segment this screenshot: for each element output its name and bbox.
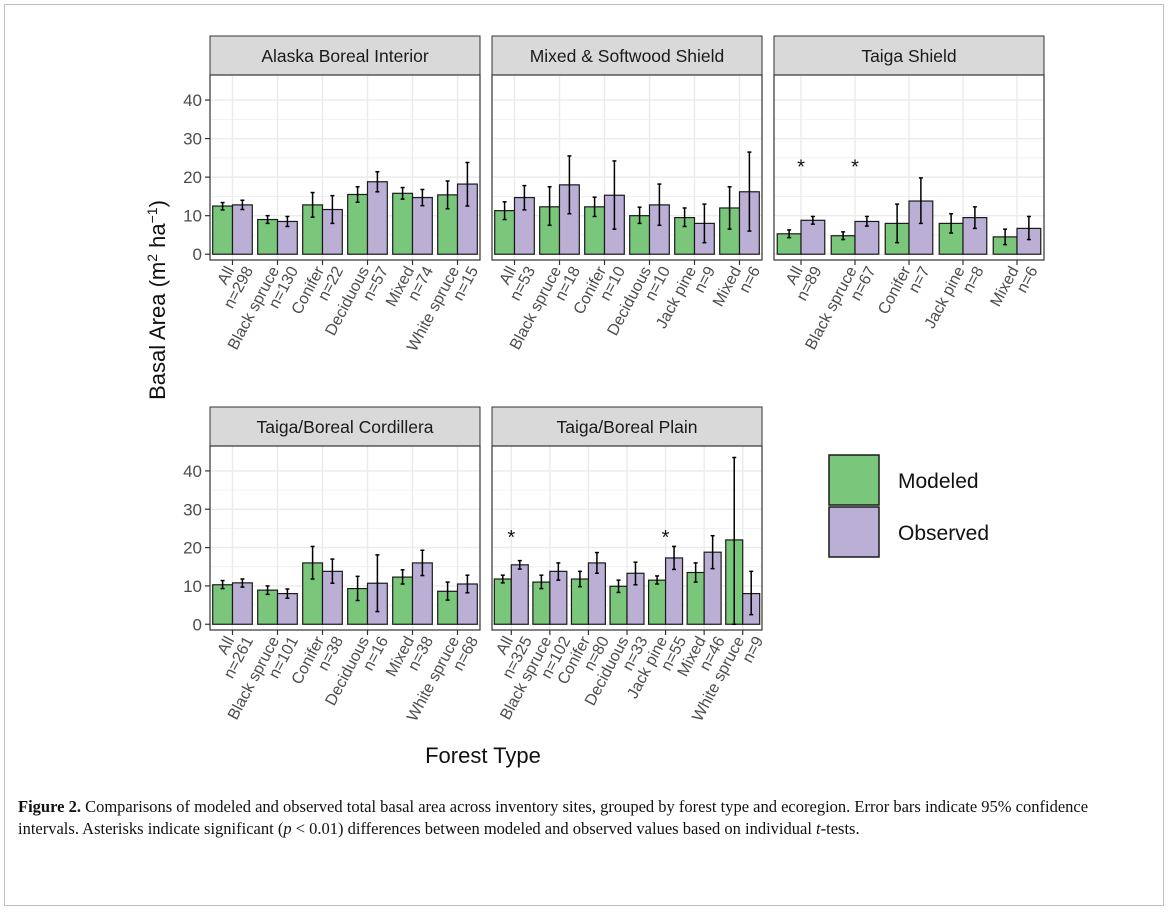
y-tick-label: 10 [183,577,202,596]
bar-observed [231,582,253,625]
facet-strip [773,35,1045,76]
y-tick-label: 40 [183,91,202,110]
facet-strip [209,406,481,447]
bar-modeled [347,193,369,255]
x-tick-label-category: All [215,264,238,288]
significance-asterisk: * [662,527,670,549]
facet-strip-label: Taiga Shield [861,46,956,66]
y-label-end: ) [145,200,170,207]
caption-label: Figure 2. [18,797,81,816]
caption-t: t [816,819,821,838]
y-tick-label: 0 [193,245,202,264]
y-tick-label: 0 [193,615,202,634]
figure-caption: Figure 2. Comparisons of modeled and obs… [18,796,1148,840]
panel-border [209,445,481,631]
significance-asterisk: * [507,527,515,549]
x-axis-label: Forest Type [425,743,541,768]
y-tick-label: 30 [183,130,202,149]
panel-border [491,74,763,261]
y-axis-label: Basal Area (m2 ha−1) [144,200,170,400]
legend-swatch-observed [828,506,880,558]
bar-observed [231,204,253,255]
facet-strip-label: Mixed & Softwood Shield [530,46,725,66]
x-tick-label-count: n=9 [739,634,767,666]
y-tick-label: 30 [183,500,202,519]
bar-modeled [257,218,279,255]
significance-asterisk: * [851,156,859,178]
facet-panel: Alaska Boreal Interior010203040Alln=298B… [183,35,482,354]
bar-modeled [647,579,667,625]
facet-strip [209,35,481,76]
y-tick-label: 20 [183,539,202,558]
legend-label-modeled: Modeled [898,470,979,493]
bar-modeled [212,584,234,625]
bar-modeled [493,578,512,625]
x-tick-label-count: n=7 [906,264,934,296]
x-tick-label-count: n=8 [960,264,988,296]
facet-strip [491,406,763,447]
y-tick-label: 10 [183,207,202,226]
y-label-mid: ha [145,223,170,254]
x-tick-label-category: All [497,264,520,288]
legend-label-observed: Observed [898,522,989,545]
bar-modeled [392,192,414,255]
facet-strip [491,35,763,76]
facet-strip-label: Taiga/Boreal Plain [556,417,697,437]
caption-text-3: -tests. [820,819,860,838]
facet-panel: Taiga/Boreal Cordillera010203040Alln=261… [183,406,482,724]
y-tick-label: 40 [183,462,202,481]
x-tick-label-category: All [783,264,806,288]
bar-modeled [212,205,234,255]
panel-border [209,74,481,261]
caption-text-2: < 0.01) differences between modeled and … [291,819,817,838]
x-tick-label-category: All [215,634,238,658]
significance-asterisk: * [797,156,805,178]
legend: Modeled Observed [828,454,989,558]
y-tick-label: 20 [183,168,202,187]
x-tick-label-category: All [493,634,516,658]
x-tick-label-count: n=6 [736,264,764,296]
facet-strip-label: Alaska Boreal Interior [261,46,428,66]
bar-observed [510,564,529,625]
legend-swatch-modeled [828,454,880,506]
facet-strip-label: Taiga/Boreal Cordillera [256,417,433,437]
x-tick-label-count: n=6 [1014,264,1042,296]
bar-observed [366,181,388,255]
caption-p: p [283,819,292,838]
figure-frame [4,4,1164,906]
y-label-sup1: 2 [144,254,160,262]
caption-text-1: Comparisons of modeled and observed tota… [18,797,1089,838]
y-label-sup2: −1 [144,207,160,223]
bar-observed [800,219,826,255]
bar-modeled [257,589,279,625]
y-label-main: Basal Area (m [145,262,170,400]
